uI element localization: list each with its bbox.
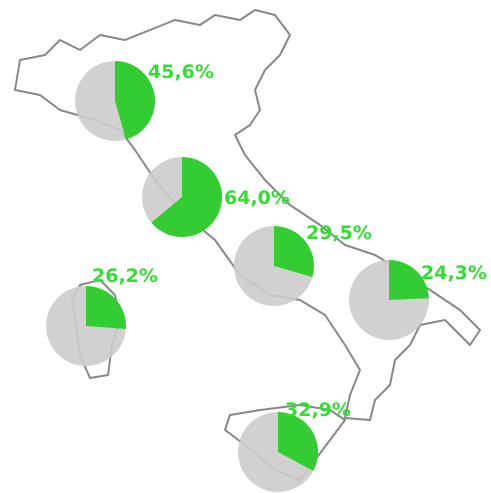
pie-wedge [278, 412, 318, 472]
pie-label: 64,0% [224, 187, 290, 209]
pie-wedge [389, 260, 429, 300]
pie-rest [348, 260, 429, 340]
pie-label: 32,9% [285, 399, 351, 421]
pie-rest [142, 157, 182, 223]
pie-rest [238, 412, 314, 492]
pie-label: 26,2% [92, 265, 158, 287]
pie-label: 24,3% [421, 262, 487, 284]
pie-wedge [86, 286, 126, 330]
pie-label: 45,6% [148, 61, 214, 83]
pie-rest [75, 61, 126, 141]
pie-label: 29,5% [306, 222, 372, 244]
pie-rest [234, 226, 313, 306]
pie-wedge [115, 61, 156, 140]
pie-wedge [274, 226, 314, 278]
pie-rest [46, 286, 126, 366]
pie-wedge [151, 157, 222, 237]
